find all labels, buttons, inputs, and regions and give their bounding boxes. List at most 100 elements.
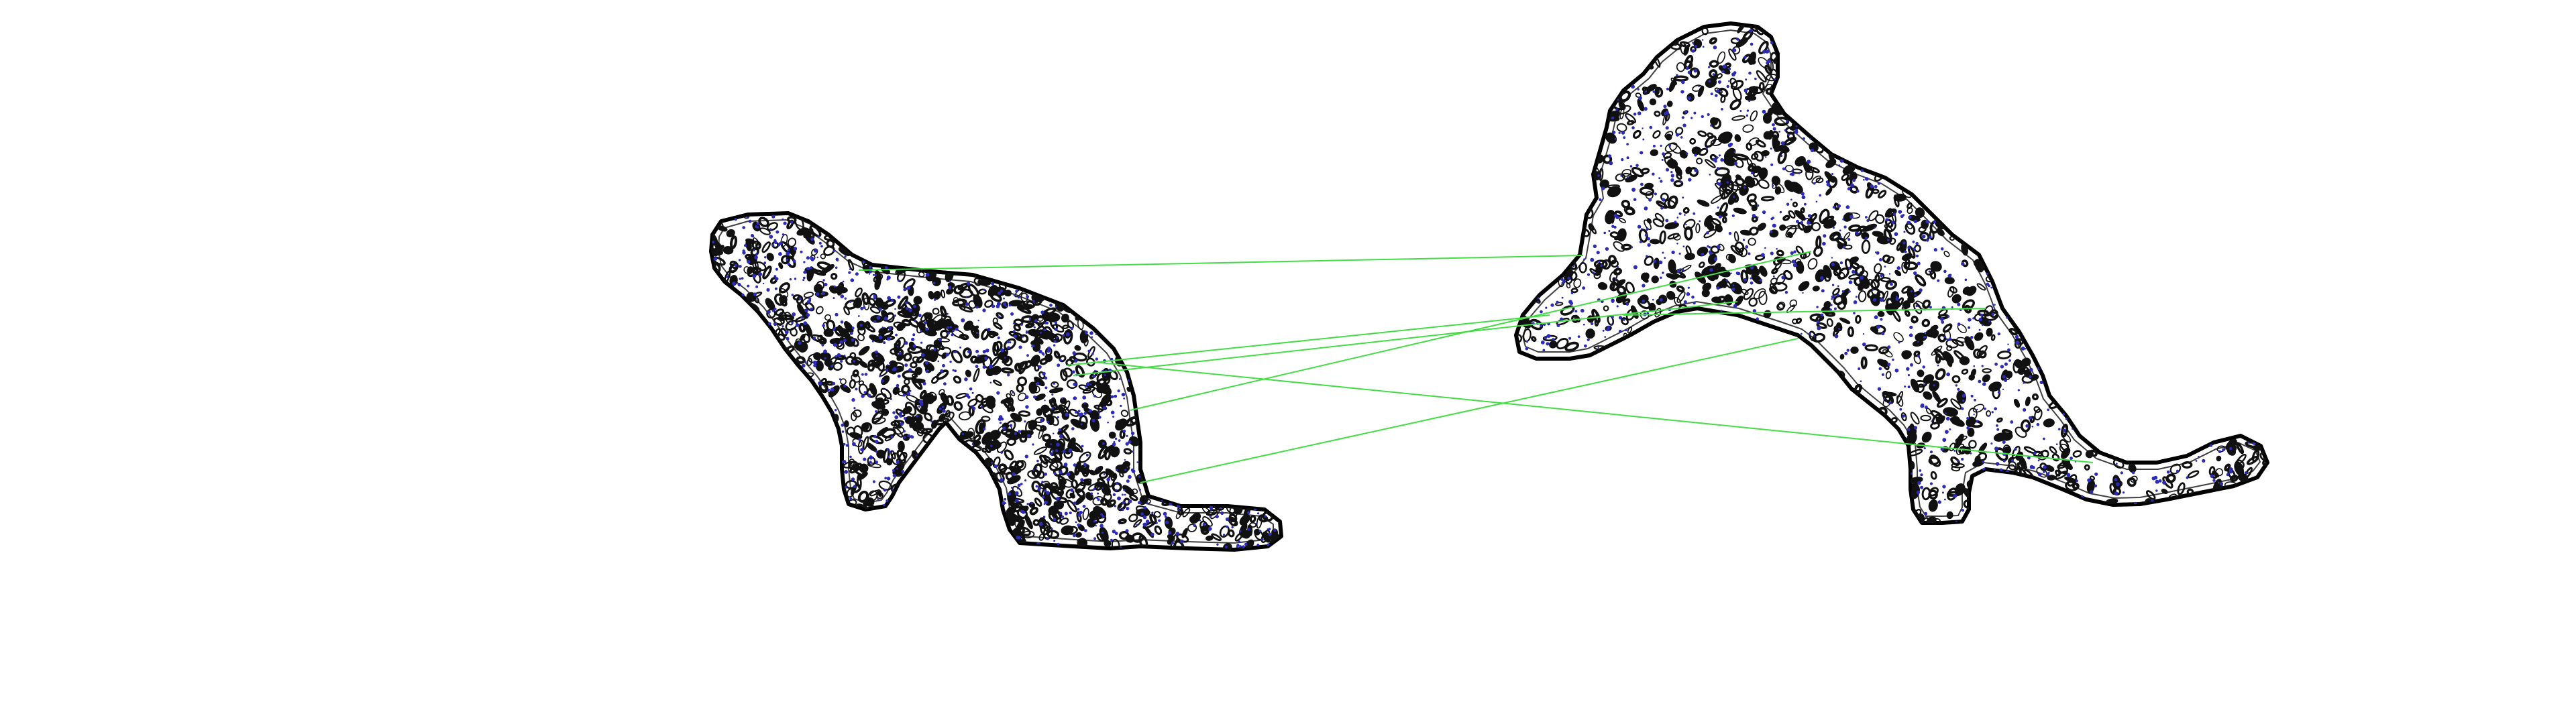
texture-blotch <box>1928 499 1938 512</box>
keypoint-dot <box>1049 452 1053 456</box>
keypoint-dot <box>1226 526 1229 528</box>
keypoint-dot <box>734 263 737 267</box>
keypoint-dot <box>1887 363 1891 367</box>
texture-blotch <box>1002 348 1009 356</box>
texture-blotch <box>1740 269 1749 284</box>
texture-blotch <box>1811 175 1821 184</box>
texture-blotch <box>965 369 971 377</box>
keypoint-dot <box>863 457 867 461</box>
keypoint-dot <box>1660 144 1662 147</box>
keypoint-dot <box>774 287 777 290</box>
keypoint-dot <box>878 307 882 311</box>
keypoint-dot <box>778 252 782 256</box>
texture-blotch <box>985 367 995 377</box>
keypoint-dot <box>1878 367 1882 371</box>
keypoint-dot <box>1662 251 1664 254</box>
keypoint-dot <box>1000 478 1004 482</box>
keypoint-dot <box>1924 332 1927 334</box>
keypoint-dot <box>833 343 837 347</box>
keypoint-dot <box>1027 434 1030 438</box>
keypoint-dot <box>1670 171 1673 174</box>
keypoint-dot <box>773 241 777 245</box>
texture-blotch <box>1200 525 1210 535</box>
keypoint-dot <box>1707 245 1709 248</box>
keypoint-dot <box>839 340 844 345</box>
texture-blotch <box>1631 166 1644 178</box>
keypoint-dot <box>1095 333 1097 335</box>
keypoint-dot <box>1693 302 1696 305</box>
keypoint-dot <box>1701 252 1705 256</box>
texture-blotch <box>777 333 786 341</box>
texture-blotch <box>1837 241 1843 249</box>
texture-blotch <box>985 436 992 442</box>
keypoint-dot <box>1920 404 1925 408</box>
keypoint-dot <box>1923 336 1926 339</box>
keypoint-dot <box>1813 335 1815 337</box>
texture-blotch <box>820 253 826 259</box>
keypoint-dot <box>839 378 841 381</box>
texture-blotch <box>1832 288 1840 296</box>
keypoint-dot <box>1929 450 1933 454</box>
keypoint-dot <box>800 250 803 253</box>
texture-blotch <box>1978 442 1988 453</box>
keypoint-dot <box>1772 123 1775 127</box>
texture-blotch <box>877 427 889 436</box>
texture-blotch <box>1795 317 1803 324</box>
texture-blotch <box>1762 113 1772 124</box>
texture-blotch <box>980 398 991 407</box>
keypoint-dot <box>1682 245 1685 247</box>
keypoint-dot <box>1848 290 1851 293</box>
keypoint-dot <box>897 374 901 378</box>
keypoint-dot <box>1032 300 1035 302</box>
texture-blotch <box>1884 224 1892 232</box>
keypoint-dot <box>1757 217 1759 219</box>
texture-blotch <box>1893 332 1904 343</box>
texture-blotch <box>1842 164 1856 175</box>
keypoint-dot <box>1125 442 1129 446</box>
keypoint-dot <box>1631 126 1635 129</box>
texture-blotch <box>859 463 869 473</box>
keypoint-dot <box>833 249 836 252</box>
keypoint-dot <box>2029 375 2032 379</box>
keypoint-dot <box>1110 538 1113 542</box>
keypoint-dot <box>802 279 805 282</box>
keypoint-dot <box>1145 520 1150 524</box>
texture-blotch <box>896 449 906 465</box>
keypoint-dot <box>855 272 859 276</box>
texture-blotch <box>1029 506 1038 516</box>
keypoint-dot <box>1957 302 1961 306</box>
keypoint-dot <box>1917 341 1919 343</box>
keypoint-dot <box>1731 287 1735 291</box>
texture-blotch <box>1748 297 1758 307</box>
keypoint-dot <box>1024 420 1026 423</box>
keypoint-dot <box>1752 309 1757 313</box>
texture-blotch <box>1730 245 1743 256</box>
keypoint-dot <box>1943 336 1946 339</box>
texture-blotch <box>903 352 912 362</box>
texture-blotch <box>1812 286 1820 292</box>
texture-blotch <box>1789 181 1803 194</box>
texture-blotch <box>918 321 926 333</box>
keypoint-dot <box>1004 497 1007 501</box>
keypoint-dot <box>920 330 922 333</box>
keypoint-dot <box>1057 363 1061 367</box>
texture-blotch <box>1750 178 1759 186</box>
keypoint-dot <box>1815 200 1818 203</box>
keypoint-dot <box>1615 278 1617 280</box>
keypoint-dot <box>1919 469 1922 472</box>
keypoint-dot <box>771 309 775 312</box>
keypoint-dot <box>903 417 907 420</box>
keypoint-dot <box>1803 137 1805 140</box>
texture-blotch <box>920 406 928 414</box>
texture-blotch <box>1659 230 1666 245</box>
texture-blotch <box>1982 374 1991 383</box>
keypoint-dot <box>1244 542 1248 546</box>
keypoint-dot <box>853 360 856 363</box>
keypoint-dot <box>843 354 846 357</box>
texture-blotch <box>1021 315 1035 323</box>
keypoint-dot <box>1034 319 1038 322</box>
texture-blotch <box>963 320 973 331</box>
texture-blotch <box>2225 443 2237 452</box>
texture-blotch <box>1053 351 1061 359</box>
keypoint-dot <box>853 485 857 489</box>
